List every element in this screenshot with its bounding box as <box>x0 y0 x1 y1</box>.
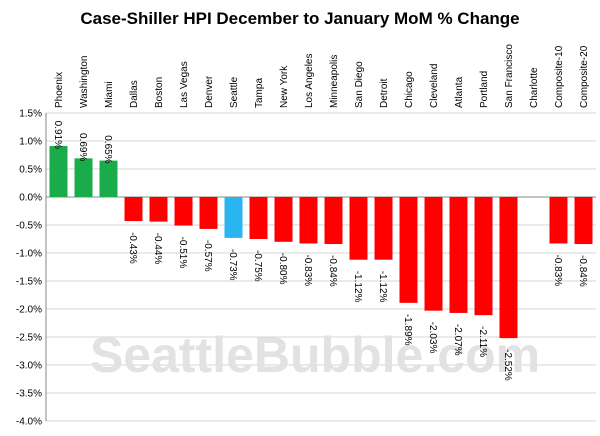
bar <box>374 197 393 260</box>
x-tick-label: Atlanta <box>454 76 465 108</box>
value-label: -0.80% <box>277 253 288 285</box>
x-tick-label: New York <box>279 65 290 108</box>
value-label: 0.69% <box>77 133 88 161</box>
value-label: -0.84% <box>327 255 338 287</box>
x-tick-label: San Diego <box>354 61 365 108</box>
value-label: 0.65% <box>102 135 113 163</box>
x-tick-label: Denver <box>204 75 215 108</box>
value-label: -2.11% <box>477 326 488 357</box>
x-tick-label: Miami <box>104 81 115 108</box>
bar <box>224 197 243 238</box>
bar <box>474 197 493 316</box>
x-tick-label: Portland <box>479 71 490 108</box>
bar <box>174 197 193 226</box>
x-tick-label: Boston <box>154 77 165 108</box>
x-tick-label: Tampa <box>254 78 265 108</box>
value-label: -2.52% <box>502 349 513 381</box>
x-tick-label: Seattle <box>229 76 240 108</box>
bar <box>299 197 318 244</box>
x-tick-label: Detroit <box>379 78 390 108</box>
bar <box>324 197 343 245</box>
y-tick-label: 1.5% <box>19 109 42 120</box>
y-tick-label: 0.0% <box>19 193 42 204</box>
y-tick-label: 0.5% <box>19 165 42 176</box>
value-label: -1.12% <box>352 271 363 303</box>
bar <box>49 146 68 197</box>
y-tick-label: -3.0% <box>16 361 42 372</box>
y-tick-label: -2.5% <box>16 333 42 344</box>
value-label: -0.75% <box>252 250 263 282</box>
x-tick-label: Charlotte <box>529 67 540 108</box>
value-label: -0.83% <box>552 254 563 286</box>
y-tick-label: -0.5% <box>16 221 42 232</box>
bar <box>574 197 593 245</box>
bar <box>274 197 293 242</box>
x-tick-label: San Francisco <box>504 44 515 108</box>
value-label: -1.89% <box>402 314 413 346</box>
value-label: -2.03% <box>427 322 438 354</box>
chart-title: Case-Shiller HPI December to January MoM… <box>80 9 519 28</box>
bar <box>549 197 568 244</box>
x-tick-label: Chicago <box>404 71 415 108</box>
value-label: -0.73% <box>227 249 238 281</box>
bar <box>249 197 268 239</box>
x-tick-label: Minneapolis <box>329 55 340 108</box>
x-tick-label: Phoenix <box>54 72 65 108</box>
x-tick-label: Composite-10 <box>554 45 565 108</box>
value-label: -1.12% <box>377 271 388 303</box>
y-tick-label: -1.5% <box>16 277 42 288</box>
x-tick-label: Las Vegas <box>179 61 190 108</box>
y-tick-label: -4.0% <box>16 417 42 428</box>
bar <box>424 197 443 311</box>
value-label: -0.84% <box>577 255 588 287</box>
x-tick-label: Washington <box>79 56 90 108</box>
y-tick-label: -3.5% <box>16 389 42 400</box>
bar <box>74 158 93 197</box>
watermark: SeattleBubble.com <box>90 327 540 383</box>
x-tick-label: Dallas <box>129 80 140 108</box>
x-tick-label: Cleveland <box>429 64 440 108</box>
x-tick-label: Composite-20 <box>579 45 590 108</box>
y-tick-label: 1.0% <box>19 137 42 148</box>
y-tick-label: -2.0% <box>16 305 42 316</box>
value-label: -0.57% <box>202 240 213 272</box>
bar <box>449 197 468 313</box>
bar <box>199 197 218 229</box>
value-label: -0.44% <box>152 233 163 265</box>
bar <box>99 160 118 197</box>
value-label: 0.91% <box>52 121 63 149</box>
y-tick-label: -1.0% <box>16 249 42 260</box>
value-label: -0.83% <box>302 254 313 286</box>
bar <box>499 197 518 339</box>
bar <box>349 197 368 260</box>
value-label: -0.51% <box>177 237 188 269</box>
x-tick-label: Los Angeles <box>304 54 315 109</box>
value-label: -2.07% <box>452 324 463 356</box>
bar <box>399 197 418 303</box>
bar <box>149 197 168 222</box>
value-label: -0.43% <box>127 232 138 264</box>
bar <box>124 197 143 222</box>
